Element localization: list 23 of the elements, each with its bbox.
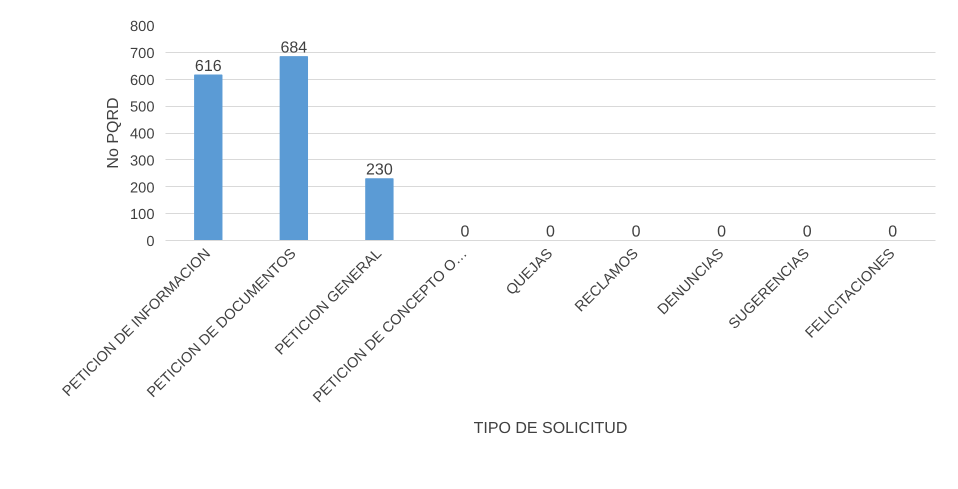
data-label: 684 — [280, 40, 308, 57]
data-label: 0 — [717, 224, 726, 240]
y-tick-label: 500 — [130, 100, 155, 116]
bar — [194, 74, 222, 240]
bar — [365, 178, 394, 240]
data-label: 0 — [632, 224, 641, 240]
y-tick-label: 600 — [130, 72, 155, 89]
data-label: 0 — [460, 224, 470, 240]
y-tick-label: 700 — [130, 46, 155, 62]
y-tick-label: 300 — [130, 153, 155, 170]
bar — [280, 56, 308, 240]
y-tick-label: 100 — [130, 207, 155, 224]
data-label: 0 — [802, 224, 812, 240]
data-label: 230 — [366, 162, 393, 179]
y-tick-label: 200 — [130, 180, 155, 196]
y-tick-label: 0 — [146, 234, 155, 250]
data-label: 616 — [194, 58, 222, 75]
data-label: 0 — [546, 224, 556, 240]
x-axis-title: TIPO DE SOLICITUD — [474, 420, 628, 437]
y-tick-label: 800 — [130, 19, 155, 35]
data-label: 0 — [888, 224, 898, 240]
y-tick-label: 400 — [130, 126, 155, 142]
y-axis-title: No PQRD — [105, 97, 122, 169]
